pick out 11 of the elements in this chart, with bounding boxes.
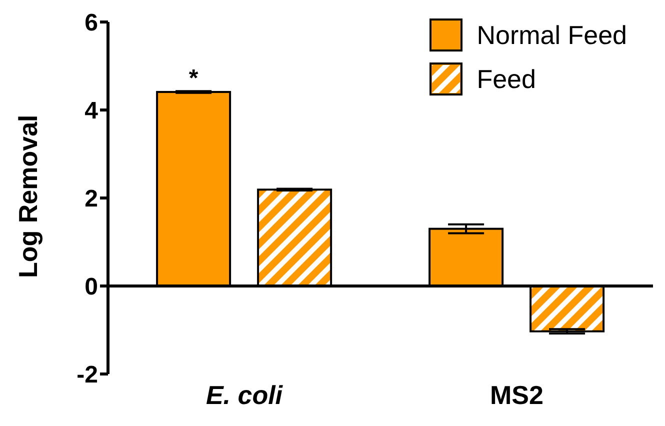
y-tick-label: 4 xyxy=(84,98,99,125)
legend-label: Feed xyxy=(476,64,536,94)
annotation: * xyxy=(188,64,199,92)
x-tick-label: E. coli xyxy=(206,380,284,410)
legend-label: Normal Feed xyxy=(476,20,627,50)
y-tick-label: 0 xyxy=(84,274,98,301)
y-tick-label: 6 xyxy=(84,10,98,37)
y-axis-title: Log Removal xyxy=(13,114,44,278)
y-tick-label: 2 xyxy=(84,186,98,213)
x-tick-label: MS2 xyxy=(490,380,544,410)
y-tick-label: -2 xyxy=(76,362,98,389)
